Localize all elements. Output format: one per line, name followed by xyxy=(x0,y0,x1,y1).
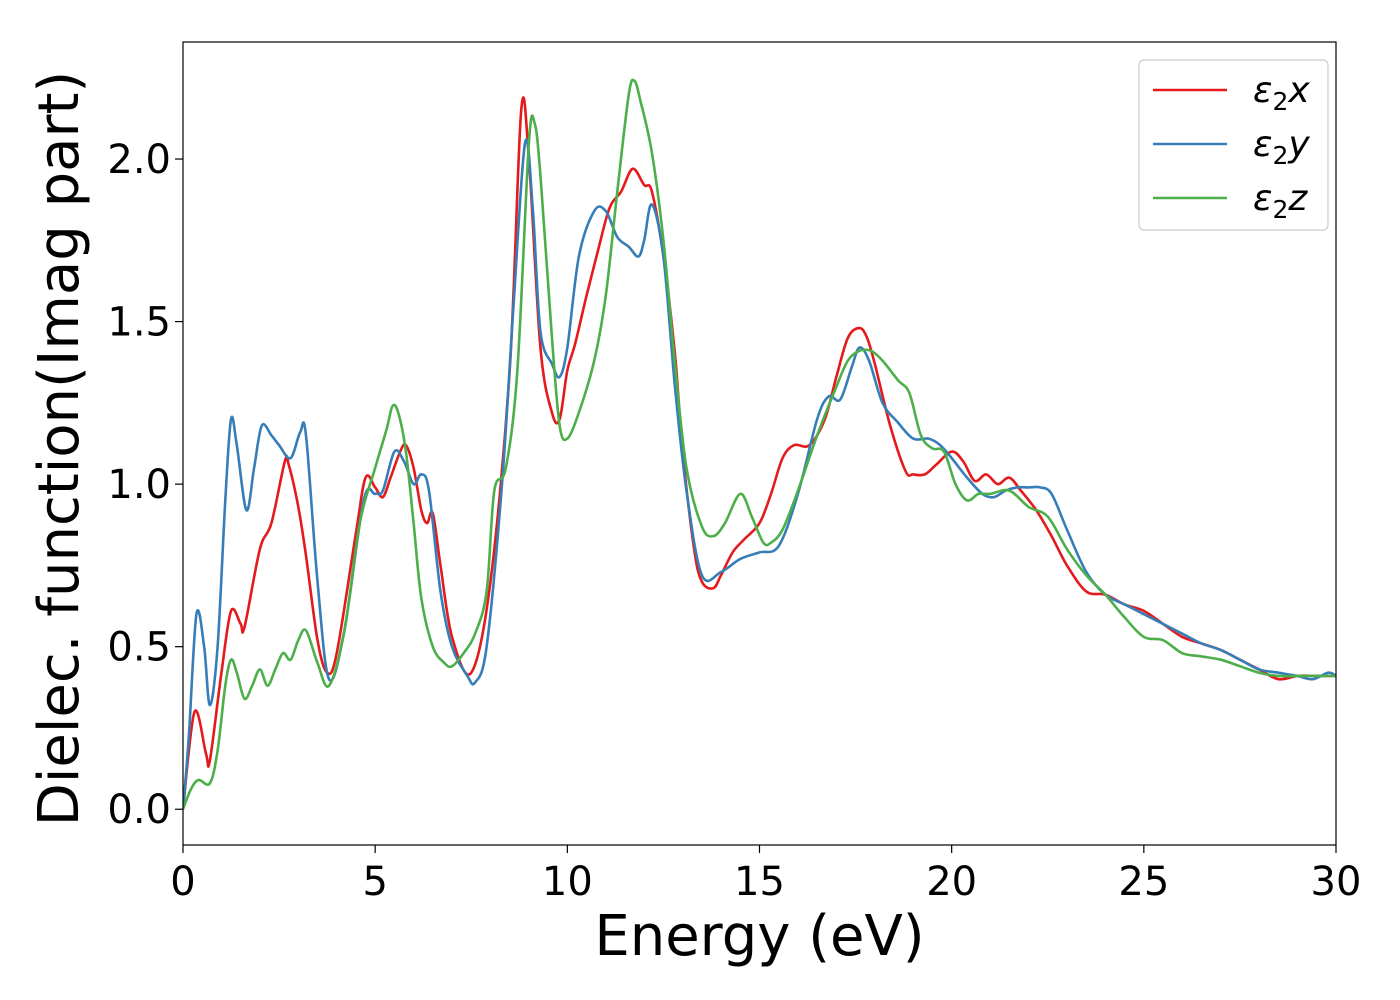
legend: ε2x ε2y ε2z xyxy=(1138,59,1329,231)
y-tick-label: 1.0 xyxy=(107,462,171,508)
x-tick-label: 25 xyxy=(1118,859,1169,905)
x-tick-label: 15 xyxy=(734,859,785,905)
legend-label: ε2y xyxy=(1253,124,1310,170)
y-tick-label: 0.5 xyxy=(107,625,171,671)
x-tick-label: 0 xyxy=(170,859,195,905)
legend-label: ε2z xyxy=(1253,178,1308,224)
series-line-y xyxy=(183,138,1336,810)
legend-box xyxy=(1138,59,1329,231)
x-axis-title: Energy (eV) xyxy=(594,904,924,969)
x-tick-label: 5 xyxy=(362,859,387,905)
series-layer xyxy=(183,78,1336,810)
series-line-x xyxy=(183,96,1336,810)
x-tick-label: 20 xyxy=(926,859,977,905)
legend-label: ε2x xyxy=(1253,70,1310,116)
series-line-z xyxy=(183,78,1336,810)
y-tick-label: 0.0 xyxy=(107,787,171,833)
x-tick-label: 10 xyxy=(542,859,593,905)
x-axis: 0 5 10 15 20 25 30 xyxy=(170,845,1361,905)
y-tick-label: 1.5 xyxy=(107,300,171,346)
y-tick-label: 2.0 xyxy=(107,137,171,183)
x-tick-label: 30 xyxy=(1311,859,1362,905)
y-axis-title: Dielec. function(Imag part) xyxy=(27,71,92,827)
y-axis: 0.0 0.5 1.0 1.5 2.0 xyxy=(107,137,183,833)
